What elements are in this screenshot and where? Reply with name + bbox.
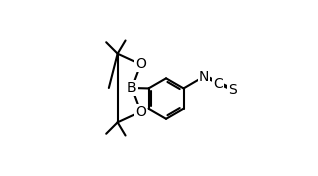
Text: N: N [199, 70, 209, 84]
Text: O: O [135, 105, 146, 119]
Text: O: O [135, 57, 146, 71]
Text: B: B [127, 81, 136, 95]
Text: S: S [228, 83, 236, 97]
Text: C: C [213, 77, 223, 91]
